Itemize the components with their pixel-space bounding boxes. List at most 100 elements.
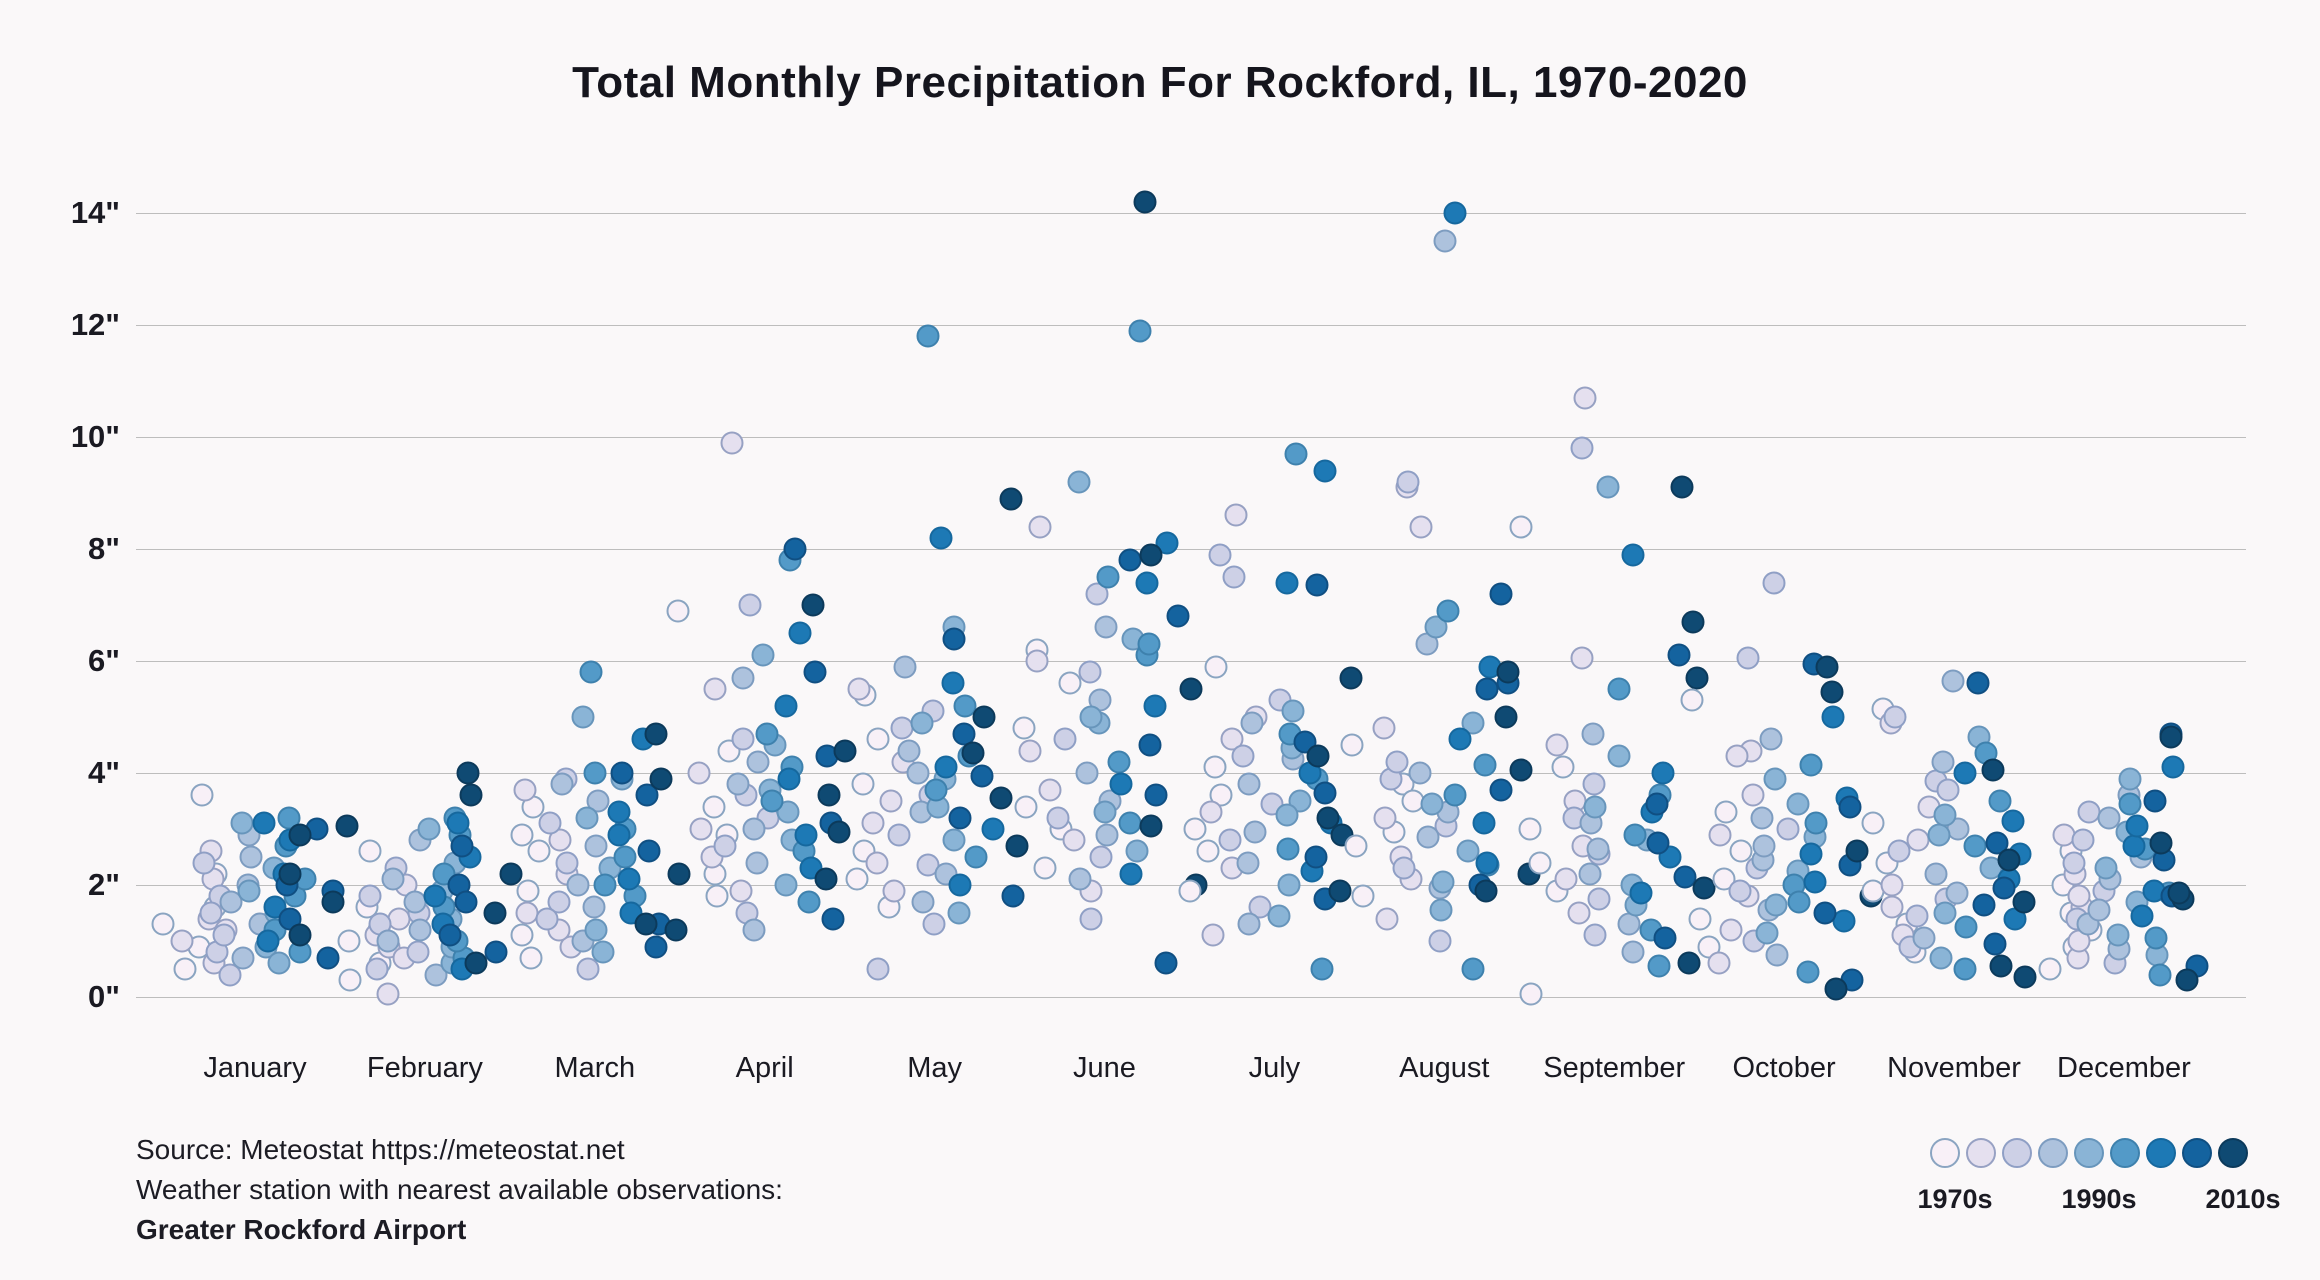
data-dot bbox=[1623, 823, 1647, 847]
data-dot bbox=[1786, 792, 1810, 816]
data-dot bbox=[1118, 548, 1142, 572]
data-dot bbox=[1762, 571, 1786, 595]
data-dot bbox=[1489, 582, 1513, 606]
y-gridline-12 bbox=[136, 325, 2246, 326]
data-dot bbox=[1570, 436, 1594, 460]
data-dot bbox=[1820, 680, 1844, 704]
data-dot bbox=[1941, 669, 1965, 693]
data-dot bbox=[231, 946, 255, 970]
y-tick-label-0: 0" bbox=[88, 979, 120, 1014]
data-dot bbox=[1680, 688, 1704, 712]
data-dot bbox=[637, 839, 661, 863]
data-dot bbox=[879, 789, 903, 813]
data-dot bbox=[1018, 739, 1042, 763]
data-dot bbox=[1340, 733, 1364, 757]
data-dot bbox=[1275, 803, 1299, 827]
data-dot bbox=[726, 772, 750, 796]
data-dot bbox=[1075, 761, 1099, 785]
data-dot bbox=[1629, 881, 1653, 905]
data-dot bbox=[1799, 842, 1823, 866]
data-dot bbox=[1420, 792, 1444, 816]
legend-swatch-4 bbox=[2074, 1138, 2104, 1168]
data-dot bbox=[1208, 543, 1232, 567]
data-dot bbox=[851, 772, 875, 796]
data-dot bbox=[613, 845, 637, 869]
data-dot bbox=[1573, 386, 1597, 410]
data-dot bbox=[1276, 837, 1300, 861]
data-dot bbox=[742, 817, 766, 841]
data-dot bbox=[1328, 879, 1352, 903]
data-dot bbox=[1277, 873, 1301, 897]
month-label-june: June bbox=[1073, 1052, 1136, 1084]
data-dot bbox=[1796, 960, 1820, 984]
data-dot bbox=[527, 839, 551, 863]
data-dot bbox=[1929, 946, 1953, 970]
data-dot bbox=[801, 593, 825, 617]
data-dot bbox=[1461, 711, 1485, 735]
legend-swatch-5 bbox=[2110, 1138, 2140, 1168]
data-dot bbox=[358, 839, 382, 863]
data-dot bbox=[1966, 671, 1990, 695]
data-dot bbox=[1014, 795, 1038, 819]
data-dot bbox=[450, 834, 474, 858]
y-gridline-14 bbox=[136, 213, 2246, 214]
month-label-april: April bbox=[735, 1052, 794, 1084]
month-label-december: December bbox=[2057, 1052, 2191, 1084]
data-dot bbox=[1685, 666, 1709, 690]
data-dot bbox=[484, 940, 508, 964]
data-dot bbox=[2175, 968, 2199, 992]
data-dot bbox=[1776, 817, 1800, 841]
data-dot bbox=[1093, 800, 1117, 824]
data-dot bbox=[1607, 677, 1631, 701]
month-label-july: July bbox=[1248, 1052, 1301, 1084]
data-dot bbox=[2143, 789, 2167, 813]
data-dot bbox=[151, 912, 175, 936]
data-dot bbox=[358, 884, 382, 908]
data-dot bbox=[1708, 823, 1732, 847]
data-dot bbox=[1199, 800, 1223, 824]
month-label-september: September bbox=[1543, 1052, 1686, 1084]
data-dot bbox=[1128, 319, 1152, 343]
data-dot bbox=[1237, 772, 1261, 796]
data-dot bbox=[1125, 839, 1149, 863]
data-dot bbox=[1436, 599, 1460, 623]
data-dot bbox=[948, 873, 972, 897]
data-dot bbox=[1924, 862, 1948, 886]
data-dot bbox=[644, 722, 668, 746]
data-dot bbox=[774, 694, 798, 718]
data-dot bbox=[755, 722, 779, 746]
data-dot bbox=[1313, 459, 1337, 483]
data-dot bbox=[1763, 767, 1787, 791]
data-dot bbox=[1183, 817, 1207, 841]
month-label-october: October bbox=[1732, 1052, 1836, 1084]
data-dot bbox=[1936, 778, 1960, 802]
data-dot bbox=[742, 918, 766, 942]
data-dot bbox=[1933, 901, 1957, 925]
data-dot bbox=[689, 817, 713, 841]
data-dot bbox=[687, 761, 711, 785]
data-dot bbox=[593, 873, 617, 897]
data-dot bbox=[882, 879, 906, 903]
legend-swatch-3 bbox=[2038, 1138, 2068, 1168]
data-dot bbox=[438, 923, 462, 947]
data-dot bbox=[1953, 957, 1977, 981]
data-dot bbox=[1736, 646, 1760, 670]
data-dot bbox=[338, 968, 362, 992]
data-dot bbox=[1135, 571, 1159, 595]
data-dot bbox=[1653, 926, 1677, 950]
data-dot bbox=[664, 918, 688, 942]
data-dot bbox=[2077, 800, 2101, 824]
data-dot bbox=[845, 867, 869, 891]
data-dot bbox=[1306, 744, 1330, 768]
data-dot bbox=[212, 923, 236, 947]
data-dot bbox=[703, 677, 727, 701]
data-dot bbox=[1728, 879, 1752, 903]
data-dot bbox=[1586, 837, 1610, 861]
data-dot bbox=[1570, 646, 1594, 670]
data-dot bbox=[1408, 761, 1432, 785]
data-dot bbox=[1883, 705, 1907, 729]
data-dot bbox=[583, 761, 607, 785]
data-dot bbox=[803, 660, 827, 684]
data-dot bbox=[1989, 954, 2013, 978]
data-dot bbox=[575, 806, 599, 830]
